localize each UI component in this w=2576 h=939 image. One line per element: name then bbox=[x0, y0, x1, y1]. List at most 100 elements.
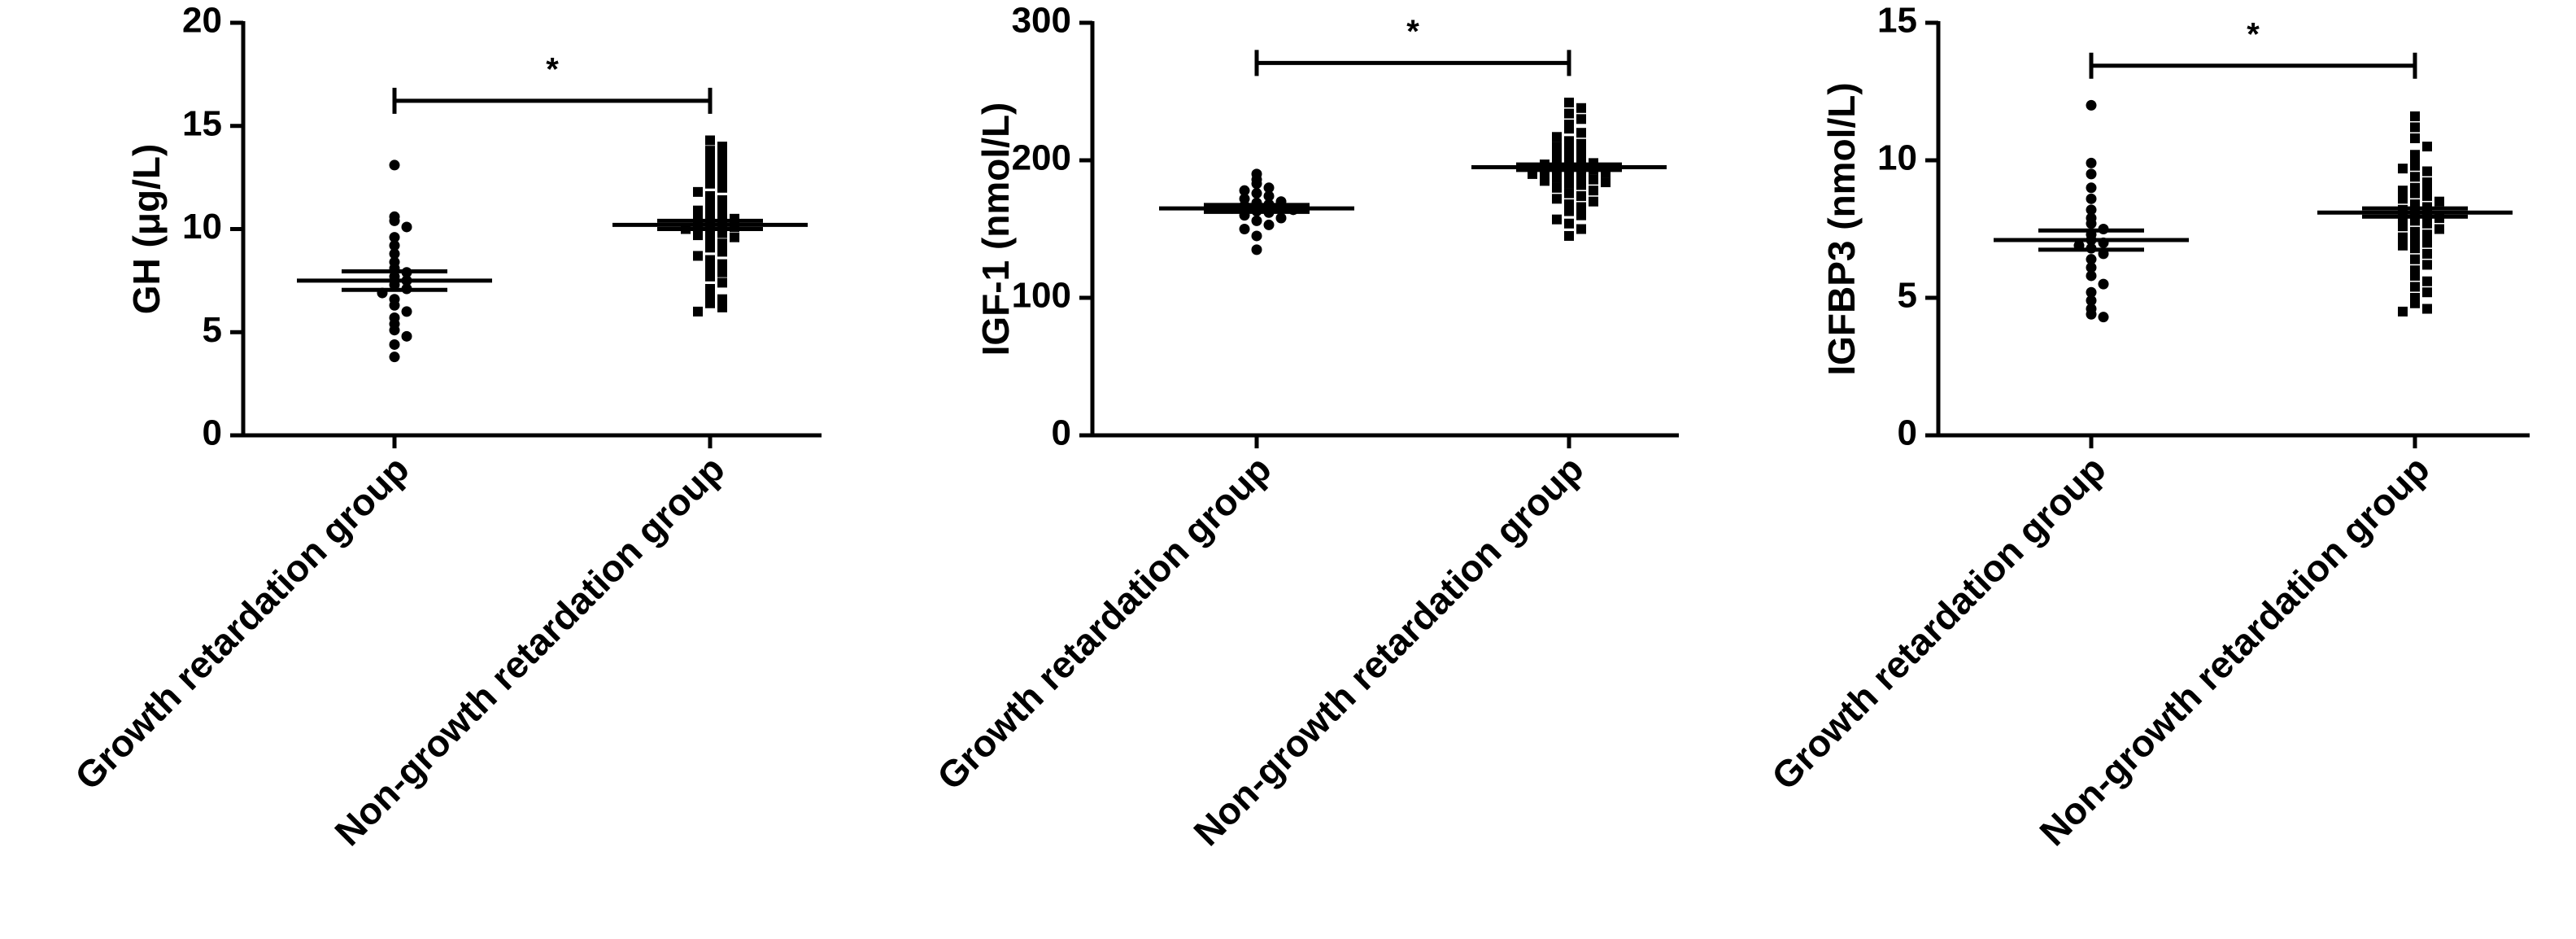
error-bar bbox=[657, 218, 763, 231]
data-point bbox=[1564, 206, 1574, 216]
significance-bracket bbox=[1254, 50, 1571, 76]
data-point bbox=[1552, 142, 1562, 152]
x-tick-label: Non-growth retardation group bbox=[326, 448, 732, 854]
data-point bbox=[2422, 218, 2432, 229]
data-point bbox=[2398, 306, 2408, 317]
data-point bbox=[730, 232, 739, 242]
data-point bbox=[2410, 160, 2420, 171]
data-point bbox=[2410, 243, 2420, 254]
data-point bbox=[389, 325, 400, 336]
data-point bbox=[705, 146, 715, 156]
data-point bbox=[2422, 142, 2432, 152]
significance-label: * bbox=[1406, 14, 1419, 50]
data-point bbox=[717, 209, 727, 220]
data-point bbox=[717, 302, 727, 312]
data-point bbox=[1251, 244, 1262, 255]
data-point bbox=[2422, 229, 2432, 240]
data-point bbox=[705, 207, 715, 218]
data-point bbox=[705, 162, 715, 173]
y-tick-label: 200 bbox=[1012, 138, 1071, 178]
data-point bbox=[1263, 190, 1275, 202]
data-point bbox=[717, 158, 727, 168]
data-point bbox=[1263, 219, 1275, 230]
data-point bbox=[2398, 164, 2408, 174]
data-point bbox=[1564, 108, 1574, 119]
data-point bbox=[693, 186, 703, 197]
data-point bbox=[717, 238, 727, 249]
data-point bbox=[2398, 221, 2408, 232]
data-point bbox=[2086, 254, 2097, 265]
y-tick-label: 5 bbox=[1898, 276, 1917, 316]
data-point bbox=[2434, 224, 2444, 234]
data-point bbox=[1576, 190, 1586, 201]
data-point bbox=[1564, 230, 1574, 241]
x-tick-label: Growth retardation group bbox=[929, 448, 1279, 798]
data-point bbox=[1576, 210, 1586, 221]
data-point bbox=[389, 248, 400, 260]
data-point bbox=[717, 247, 727, 257]
data-point bbox=[1589, 196, 1598, 207]
data-point bbox=[2086, 262, 2097, 273]
data-point bbox=[693, 230, 703, 241]
y-axis-label: GH (μg/L) bbox=[125, 144, 168, 315]
x-tick-label: Non-growth retardation group bbox=[2031, 448, 2437, 854]
data-point bbox=[2422, 238, 2432, 248]
data-point bbox=[2398, 194, 2408, 204]
data-point bbox=[1564, 170, 1574, 181]
data-point bbox=[2398, 232, 2408, 242]
y-axis-label: IGF-1 (nmol/L) bbox=[974, 103, 1017, 356]
data-point bbox=[401, 306, 412, 317]
data-point bbox=[2086, 295, 2097, 306]
data-point bbox=[693, 306, 703, 317]
data-point bbox=[717, 166, 727, 177]
panel: 0 5 10 15 IGFBP3 (nmol/L) Growth retardation … bbox=[1763, 1, 2530, 854]
panel: 0 5 10 15 20 GH (μg/L) Growth retardation grou… bbox=[67, 1, 822, 854]
data-point bbox=[1564, 178, 1574, 189]
data-point bbox=[2398, 240, 2408, 251]
data-point bbox=[1576, 224, 1586, 234]
panel: 0 100 200 300 IGF-1 (nmol/L) Growth retardati… bbox=[929, 1, 1679, 854]
data-point bbox=[2434, 196, 2444, 207]
data-point bbox=[2410, 172, 2420, 182]
error-bar bbox=[2038, 228, 2144, 252]
data-point bbox=[1275, 212, 1287, 224]
data-point bbox=[389, 240, 400, 251]
data-point bbox=[389, 159, 400, 171]
y-tick-label: 0 bbox=[1898, 413, 1917, 453]
data-point bbox=[705, 263, 715, 273]
data-point bbox=[717, 259, 727, 269]
data-point bbox=[1263, 182, 1275, 194]
significance-label: * bbox=[2247, 16, 2260, 52]
data-point bbox=[2410, 111, 2420, 121]
data-point bbox=[2422, 260, 2432, 270]
data-point bbox=[2398, 186, 2408, 196]
data-point bbox=[389, 215, 400, 226]
data-point bbox=[2098, 278, 2109, 290]
data-point bbox=[1576, 114, 1586, 124]
data-point bbox=[1564, 152, 1574, 163]
data-point bbox=[1239, 224, 1250, 234]
data-point bbox=[389, 352, 400, 363]
data-point bbox=[2086, 308, 2097, 320]
data-point bbox=[1251, 215, 1262, 226]
data-point bbox=[389, 338, 400, 350]
data-point bbox=[717, 277, 727, 288]
data-point bbox=[2410, 270, 2420, 281]
data-point bbox=[2422, 287, 2432, 298]
y-tick-label: 20 bbox=[182, 1, 222, 41]
data-point bbox=[2410, 226, 2420, 237]
error-bar bbox=[1204, 203, 1310, 214]
x-tick-label: Growth retardation group bbox=[1763, 448, 2114, 798]
data-point bbox=[401, 330, 412, 342]
significance-label: * bbox=[546, 51, 559, 87]
data-point bbox=[2410, 254, 2420, 264]
data-point bbox=[693, 251, 703, 261]
data-point bbox=[2410, 133, 2420, 143]
data-point bbox=[1576, 202, 1586, 212]
y-tick-label: 5 bbox=[203, 310, 222, 350]
y-axis-label: IGFBP3 (nmol/L) bbox=[1820, 82, 1863, 375]
data-point bbox=[705, 178, 715, 189]
y-tick-label: 10 bbox=[182, 207, 222, 247]
data-point bbox=[2410, 235, 2420, 246]
